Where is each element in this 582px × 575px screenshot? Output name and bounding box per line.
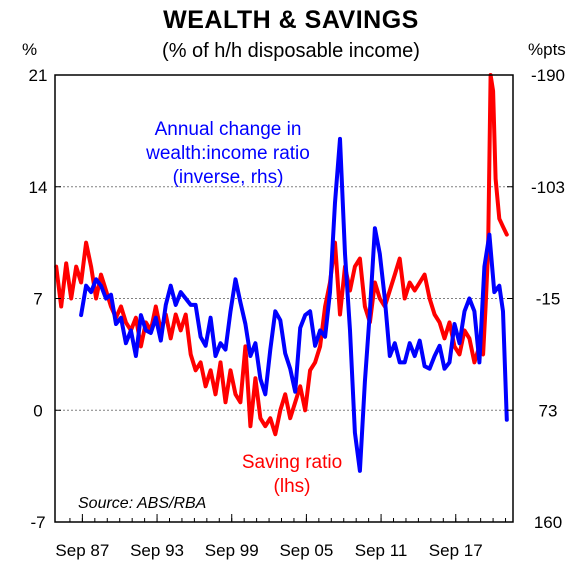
left-tick-label: 7	[33, 290, 42, 309]
right-tick-label: -15	[536, 290, 561, 309]
left-tick-label: 14	[29, 178, 48, 197]
wealth-series-label: (inverse, rhs)	[173, 167, 284, 188]
right-axis-unit: %pts	[528, 40, 566, 59]
axis-ticks	[55, 74, 513, 523]
x-tick-label: Sep 05	[279, 541, 333, 560]
series-lines	[54, 73, 509, 473]
annotations: Annual change in wealth:income ratio (inve…	[78, 119, 342, 512]
x-tick-label: Sep 17	[429, 541, 483, 560]
right-tick-label: -103	[531, 178, 565, 197]
left-axis-unit: %	[22, 40, 38, 59]
x-tick-label: Sep 87	[55, 541, 109, 560]
source-note: Source: ABS/RBA	[78, 495, 206, 512]
saving-series-label: Saving ratio	[242, 452, 342, 473]
gridlines	[55, 186, 513, 411]
right-tick-label: 160	[534, 513, 562, 532]
right-tick-label: 73	[539, 401, 558, 420]
x-tick-label: Sep 99	[205, 541, 259, 560]
wealth-series-label: wealth:income ratio	[145, 143, 310, 164]
left-tick-label: -7	[30, 513, 45, 532]
x-tick-label: Sep 93	[130, 541, 184, 560]
right-tick-label: -190	[531, 66, 565, 85]
left-tick-label: 0	[33, 401, 42, 420]
wealth-change-line	[79, 136, 509, 473]
saving-series-label: (lhs)	[274, 476, 311, 497]
chart-title: WEALTH & SAVINGS	[163, 6, 419, 34]
saving-ratio-line	[54, 73, 509, 437]
axis-labels: 21 14 7 0 -7 -190 -103 -15 73 160 Sep 87 Sep 93 Sep …	[29, 66, 565, 560]
left-tick-label: 21	[29, 66, 48, 85]
wealth-series-label: Annual change in	[155, 119, 302, 140]
chart-subtitle: (% of h/h disposable income)	[162, 40, 420, 62]
x-tick-label: Sep 11	[355, 541, 408, 560]
